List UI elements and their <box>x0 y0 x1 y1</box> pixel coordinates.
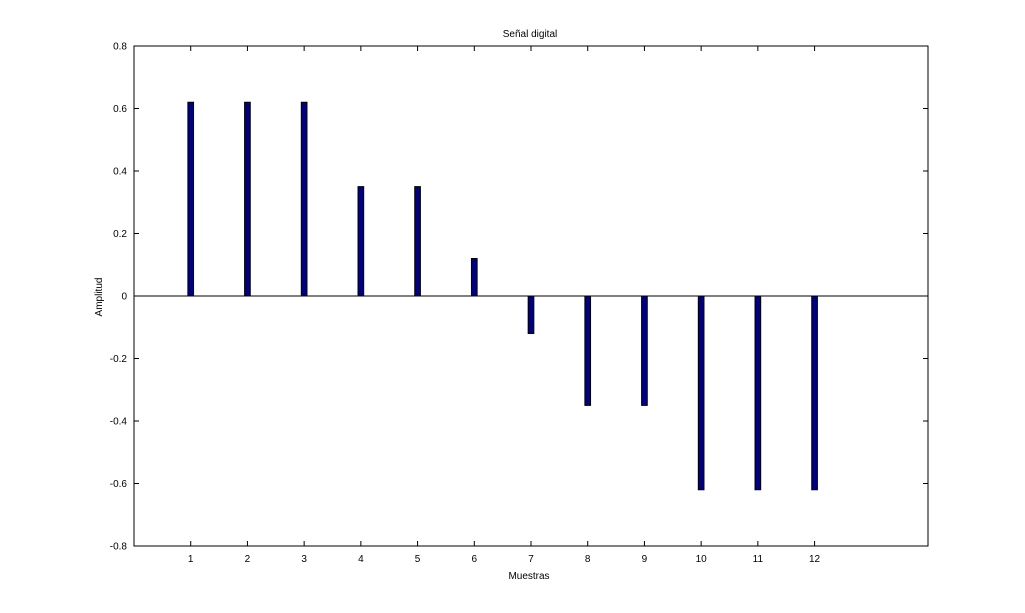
bar <box>414 186 421 297</box>
x-axis: 1 2 3 4 5 6 7 8 9 10 11 12 <box>188 46 821 565</box>
y-axis-label: Amplitud <box>94 278 105 317</box>
bar <box>754 295 762 491</box>
x-tick-label: 8 <box>585 554 591 565</box>
bar <box>187 101 195 297</box>
y-tick-label: -0.2 <box>110 354 128 365</box>
y-tick-label: -0.8 <box>110 542 128 553</box>
y-axis: -0.8 -0.6 -0.4 -0.2 0 0.2 0.4 0.6 0.8 <box>110 42 928 553</box>
x-tick-label: 6 <box>472 554 478 565</box>
y-tick-label: 0.2 <box>113 229 127 240</box>
bars <box>187 101 818 491</box>
chart-title: Señal digital <box>503 29 557 40</box>
y-tick-label: 0.4 <box>113 167 127 178</box>
y-tick-label: -0.6 <box>110 479 128 490</box>
bar <box>697 295 705 491</box>
x-tick-label: 12 <box>809 554 821 565</box>
x-tick-label: 9 <box>642 554 648 565</box>
bar <box>357 186 365 297</box>
bar <box>641 295 648 406</box>
x-tick-label: 7 <box>528 554 534 565</box>
bar <box>300 101 308 297</box>
bar <box>470 258 478 297</box>
bar <box>527 295 535 334</box>
bar <box>811 295 818 491</box>
y-tick-label: 0 <box>121 292 127 303</box>
x-tick-label: 2 <box>245 554 251 565</box>
x-tick-label: 10 <box>696 554 708 565</box>
x-axis-label: Muestras <box>508 571 549 582</box>
x-tick-label: 1 <box>188 554 194 565</box>
y-tick-label: 0.6 <box>113 104 127 115</box>
bar <box>584 295 592 406</box>
x-tick-label: 4 <box>358 554 364 565</box>
x-tick-label: 3 <box>301 554 307 565</box>
y-tick-label: 0.8 <box>113 42 127 53</box>
y-tick-label: -0.4 <box>110 417 128 428</box>
x-tick-label: 5 <box>415 554 421 565</box>
bar <box>244 101 251 297</box>
x-tick-label: 11 <box>753 554 764 565</box>
